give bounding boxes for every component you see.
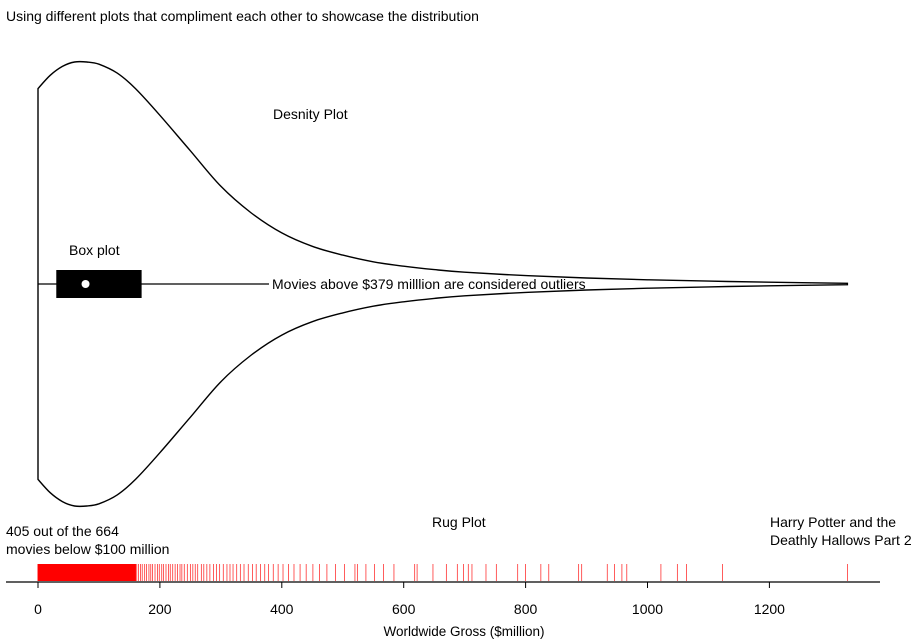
x-tick-label: 0 bbox=[34, 601, 42, 617]
violin-group bbox=[37, 60, 849, 508]
harry-potter-annotation-line1: Harry Potter and the bbox=[770, 514, 896, 530]
below-100m-annotation-line2: movies below $100 million bbox=[6, 541, 169, 557]
median-dot bbox=[81, 280, 90, 288]
chart-title: Using different plots that compliment ea… bbox=[6, 8, 479, 24]
x-tick-label: 800 bbox=[514, 601, 538, 617]
x-axis-label: Worldwide Gross ($million) bbox=[383, 624, 544, 639]
harry-potter-annotation-line2: Deathly Hallows Part 2 bbox=[770, 532, 912, 548]
x-axis-ticks: 0 200 400 600 800 1000 1200 bbox=[34, 582, 785, 617]
rug-plot-label: Rug Plot bbox=[432, 514, 486, 530]
box-plot-label: Box plot bbox=[69, 242, 120, 258]
x-tick-label: 1200 bbox=[754, 601, 785, 617]
x-tick-label: 1000 bbox=[632, 601, 663, 617]
outliers-annotation: Movies above $379 milllion are considere… bbox=[272, 276, 586, 292]
x-tick-label: 600 bbox=[392, 601, 416, 617]
density-violin bbox=[37, 60, 849, 508]
rug-plot bbox=[37, 564, 848, 581]
x-tick-label: 200 bbox=[148, 601, 172, 617]
box-iqr bbox=[56, 270, 142, 298]
x-tick-label: 400 bbox=[270, 601, 294, 617]
below-100m-annotation-line1: 405 out of the 664 bbox=[6, 523, 119, 539]
box-plot bbox=[38, 270, 270, 298]
density-plot-label: Desnity Plot bbox=[273, 106, 348, 122]
